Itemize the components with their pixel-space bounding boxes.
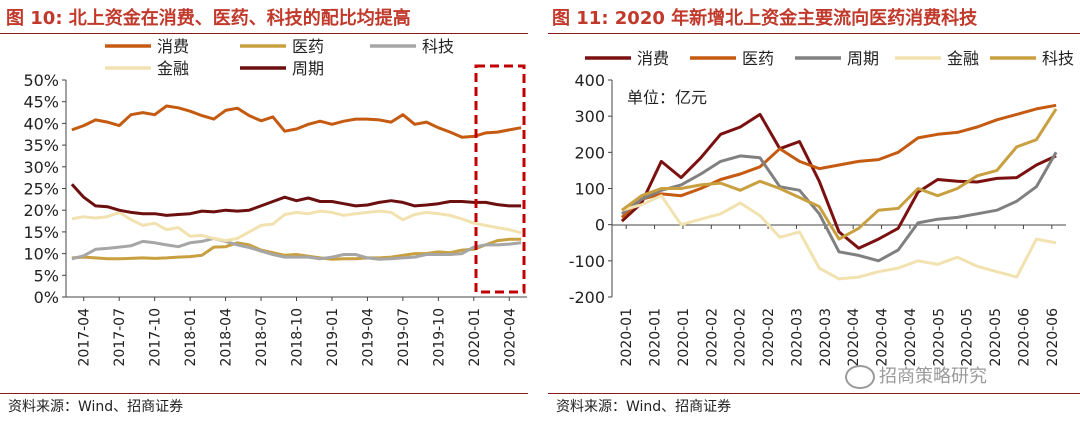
legend-label-1-1: 医药 bbox=[742, 49, 774, 68]
series-line-0-周期 bbox=[70, 183, 522, 217]
watermark-text: 招商策略研究 bbox=[879, 366, 987, 387]
x-tick-label-0: 2018-04 bbox=[219, 308, 235, 367]
x-tick-label-1: 2020-04 bbox=[875, 308, 891, 367]
x-tick-label-1: 2020-01 bbox=[619, 308, 635, 367]
y-tick-label-0: 30% bbox=[23, 158, 59, 177]
legend-label-0-3: 金融 bbox=[157, 59, 189, 78]
y-tick-label-1: 200 bbox=[574, 143, 605, 162]
y-tick-label-0: 50% bbox=[23, 71, 59, 90]
x-tick-label-0: 2020-01 bbox=[467, 308, 483, 367]
x-tick-label-1: 2020-02 bbox=[704, 308, 720, 367]
right-figure-title: 图 11: 2020 年新增北上资金主要流向医药消费科技 bbox=[552, 8, 978, 29]
y-tick-label-1: 300 bbox=[574, 107, 605, 126]
y-tick-label-0: 5% bbox=[34, 266, 59, 285]
x-tick-label-1: 2020-01 bbox=[648, 308, 664, 367]
unit-label: 单位：亿元 bbox=[627, 88, 707, 107]
x-tick-label-0: 2019-10 bbox=[431, 308, 447, 367]
x-tick-label-0: 2017-04 bbox=[77, 308, 93, 367]
series-line-1-周期 bbox=[621, 151, 1058, 263]
x-tick-label-1: 2020-01 bbox=[676, 308, 692, 367]
y-tick-label-1: 400 bbox=[574, 71, 605, 90]
x-tick-label-1: 2020-04 bbox=[903, 308, 919, 367]
series-line-0-金融 bbox=[71, 209, 522, 243]
y-tick-label-0: 0% bbox=[34, 288, 59, 307]
x-tick-label-1: 2020-03 bbox=[789, 308, 805, 367]
legend-label-0-2: 科技 bbox=[422, 37, 454, 56]
y-tick-label-0: 20% bbox=[23, 201, 59, 220]
watermark: 招商策略研究 bbox=[845, 362, 987, 389]
series-line-0-消费 bbox=[71, 104, 522, 139]
x-tick-label-1: 2020-04 bbox=[846, 308, 862, 367]
left-title-rule bbox=[0, 33, 528, 34]
x-tick-label-1: 2020-05 bbox=[988, 308, 1004, 367]
x-tick-label-1: 2020-06 bbox=[1045, 308, 1061, 367]
wechat-icon bbox=[845, 365, 875, 389]
series-line-1-金融 bbox=[621, 194, 1057, 281]
right-source-note: 资料来源：Wind、招商证券 bbox=[556, 399, 732, 415]
y-tick-label-1: -200 bbox=[569, 288, 605, 307]
x-tick-label-0: 2020-04 bbox=[502, 308, 518, 367]
y-tick-label-1: 100 bbox=[574, 180, 605, 199]
series-line-0-医药 bbox=[71, 237, 522, 261]
legend-label-1-4: 科技 bbox=[1042, 49, 1074, 68]
x-tick-label-1: 2020-05 bbox=[931, 308, 947, 367]
x-tick-label-1: 2020-02 bbox=[733, 308, 749, 367]
x-tick-label-1: 2020-05 bbox=[960, 308, 976, 367]
y-tick-label-1: 0 bbox=[595, 216, 605, 235]
x-tick-label-0: 2018-10 bbox=[290, 308, 306, 367]
y-tick-label-0: 10% bbox=[23, 245, 59, 264]
legend-label-1-3: 金融 bbox=[947, 49, 979, 68]
y-tick-label-0: 45% bbox=[23, 93, 59, 112]
x-tick-label-0: 2018-07 bbox=[254, 308, 270, 367]
left-source-note: 资料来源：Wind、招商证券 bbox=[8, 399, 184, 415]
x-tick-label-0: 2019-01 bbox=[325, 308, 341, 367]
left-source-rule bbox=[0, 393, 528, 394]
legend-label-0-4: 周期 bbox=[292, 59, 324, 78]
series-line-1-科技 bbox=[621, 108, 1058, 241]
legend-label-1-2: 周期 bbox=[847, 49, 879, 68]
series-line-0-科技 bbox=[71, 236, 522, 261]
x-tick-label-0: 2017-10 bbox=[148, 308, 164, 367]
y-tick-label-0: 40% bbox=[23, 114, 59, 133]
series-line-1-消费 bbox=[620, 112, 1057, 250]
x-tick-label-0: 2017-07 bbox=[112, 308, 128, 367]
highlight-box bbox=[474, 64, 526, 294]
left-figure-title: 图 10: 北上资金在消费、医药、科技的配比均提高 bbox=[6, 8, 411, 29]
x-tick-label-0: 2018-01 bbox=[183, 308, 199, 367]
y-tick-label-0: 25% bbox=[23, 180, 59, 199]
series-line-1-医药 bbox=[620, 103, 1057, 219]
x-tick-label-1: 2020-02 bbox=[761, 308, 777, 367]
x-tick-label-0: 2019-04 bbox=[360, 308, 376, 367]
legend-label-1-0: 消费 bbox=[637, 49, 669, 68]
y-tick-label-1: -100 bbox=[569, 252, 605, 271]
y-tick-label-0: 35% bbox=[23, 136, 59, 155]
legend-label-0-1: 医药 bbox=[292, 37, 324, 56]
legend-label-0-0: 消费 bbox=[157, 37, 189, 56]
right-source-rule bbox=[548, 393, 1080, 394]
x-tick-label-1: 2020-03 bbox=[818, 308, 834, 367]
right-title-rule bbox=[548, 33, 1080, 34]
y-tick-label-0: 15% bbox=[23, 223, 59, 242]
x-tick-label-1: 2020-06 bbox=[1016, 308, 1032, 367]
x-tick-label-0: 2019-07 bbox=[396, 308, 412, 367]
